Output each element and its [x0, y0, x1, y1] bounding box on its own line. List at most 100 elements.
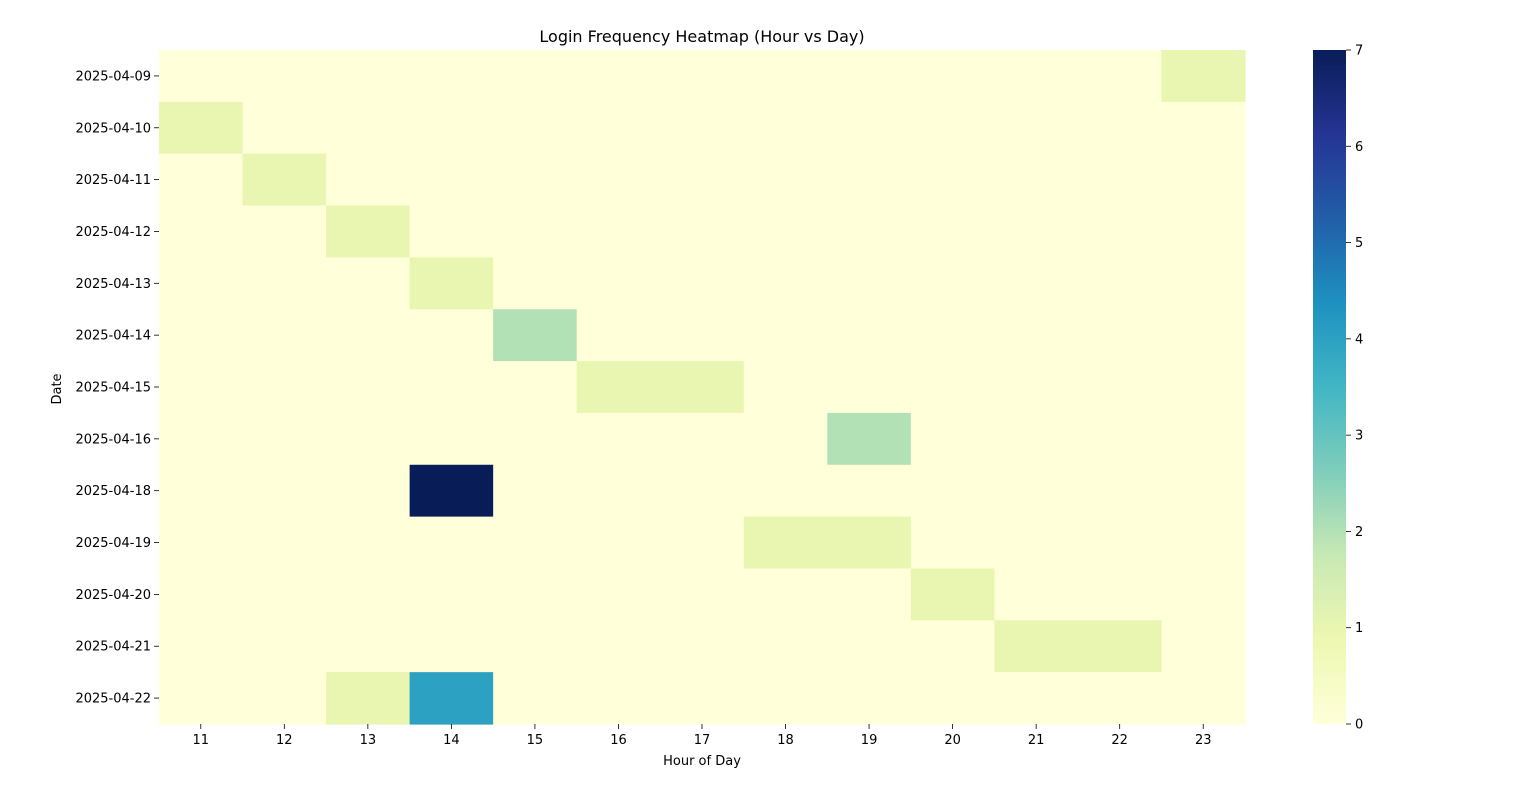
x-tick-label: 19: [861, 733, 878, 748]
heatmap-cell: [576, 672, 661, 725]
heatmap-cell: [1077, 153, 1163, 207]
heatmap-cell: [409, 672, 494, 725]
heatmap-cells: [159, 50, 1246, 725]
heatmap-cell: [1077, 464, 1163, 518]
heatmap-cell: [994, 361, 1079, 414]
heatmap-cell: [326, 568, 411, 621]
heatmap-cell: [576, 309, 661, 362]
heatmap-cell: [409, 153, 494, 207]
colorbar-tick-label: 3: [1355, 429, 1363, 444]
heatmap-cell: [660, 309, 745, 362]
heatmap-cell: [994, 672, 1079, 725]
heatmap-cell: [242, 620, 327, 673]
heatmap-cell: [576, 153, 661, 207]
heatmap-cell: [576, 101, 661, 155]
heatmap-cell: [493, 309, 578, 362]
heatmap-cell: [1161, 153, 1246, 207]
heatmap-cell: [409, 101, 494, 155]
heatmap-cell: [242, 672, 327, 725]
heatmap-cell: [743, 50, 828, 103]
heatmap-cell: [743, 101, 828, 155]
heatmap-cell: [743, 257, 828, 310]
y-tick-label: 2025-04-20: [75, 588, 151, 603]
heatmap-cell: [743, 516, 828, 570]
x-tick-label: 18: [777, 733, 794, 748]
colorbar-tick-label: 7: [1355, 44, 1363, 59]
heatmap-cell: [242, 153, 327, 207]
heatmap-cell: [159, 257, 244, 310]
heatmap-cell: [1161, 672, 1246, 725]
heatmap-cell: [1161, 516, 1246, 570]
heatmap-cell: [743, 153, 828, 207]
heatmap-cell: [827, 50, 912, 103]
heatmap-cell: [1161, 464, 1246, 518]
heatmap-cell: [994, 412, 1079, 466]
heatmap-cell: [1161, 257, 1246, 310]
heatmap-cell: [326, 153, 411, 207]
heatmap-cell: [910, 257, 995, 310]
heatmap-cell: [159, 620, 244, 673]
colorbar: 0 1 2 3 4 5 6 7: [1313, 44, 1363, 733]
heatmap-cell: [827, 672, 912, 725]
heatmap-cell: [576, 257, 661, 310]
heatmap-cell: [827, 205, 912, 258]
heatmap-cell: [409, 620, 494, 673]
heatmap-cell: [159, 309, 244, 362]
heatmap-cell: [159, 153, 244, 207]
heatmap-cell: [994, 257, 1079, 310]
heatmap-cell: [660, 205, 745, 258]
heatmap-cell: [660, 153, 745, 207]
heatmap-cell: [743, 568, 828, 621]
colorbar-tick-label: 5: [1355, 236, 1363, 251]
heatmap-cell: [1077, 672, 1163, 725]
heatmap-cell: [1077, 568, 1163, 621]
heatmap-cell: [242, 516, 327, 570]
heatmap-cell: [1077, 205, 1163, 258]
heatmap-cell: [409, 50, 494, 103]
heatmap-cell: [994, 620, 1079, 673]
heatmap-cell: [242, 568, 327, 621]
heatmap-cell: [159, 568, 244, 621]
heatmap-cell: [743, 309, 828, 362]
heatmap-cell: [493, 50, 578, 103]
y-tick-label: 2025-04-21: [75, 640, 151, 655]
y-tick-label: 2025-04-15: [75, 381, 151, 396]
colorbar-tick-label: 2: [1355, 525, 1363, 540]
y-tick-label: 2025-04-14: [75, 329, 151, 344]
x-axis-label: Hour of Day: [663, 754, 741, 769]
heatmap-cell: [493, 568, 578, 621]
heatmap-cell: [242, 205, 327, 258]
heatmap-cell: [409, 464, 494, 518]
colorbar-tick-label: 0: [1355, 718, 1363, 733]
heatmap-cell: [576, 412, 661, 466]
heatmap-cell: [910, 361, 995, 414]
x-tick-label: 13: [360, 733, 377, 748]
heatmap-cell: [242, 309, 327, 362]
heatmap-cell: [326, 620, 411, 673]
heatmap-cell: [660, 620, 745, 673]
colorbar-tick-label: 1: [1355, 621, 1363, 636]
heatmap-cell: [910, 50, 995, 103]
heatmap-cell: [994, 101, 1079, 155]
heatmap-cell: [1077, 101, 1163, 155]
heatmap-cell: [827, 257, 912, 310]
heatmap-cell: [827, 412, 912, 466]
heatmap-cell: [827, 464, 912, 518]
heatmap-cell: [326, 205, 411, 258]
heatmap-cell: [910, 412, 995, 466]
heatmap-cell: [660, 464, 745, 518]
heatmap-cell: [1077, 516, 1163, 570]
heatmap-cell: [1161, 568, 1246, 621]
heatmap-cell: [827, 516, 912, 570]
heatmap-cell: [660, 672, 745, 725]
heatmap-cell: [1077, 257, 1163, 310]
heatmap-cell: [743, 361, 828, 414]
x-axis-ticks: 11 12 13 14 15 16 17 18 19 20 21 22 23: [192, 724, 1212, 748]
heatmap-cell: [910, 568, 995, 621]
heatmap-cell: [493, 516, 578, 570]
x-tick-label: 21: [1028, 733, 1045, 748]
heatmap-cell: [159, 361, 244, 414]
heatmap-cell: [1077, 412, 1163, 466]
y-tick-label: 2025-04-18: [75, 484, 151, 499]
heatmap-cell: [660, 568, 745, 621]
